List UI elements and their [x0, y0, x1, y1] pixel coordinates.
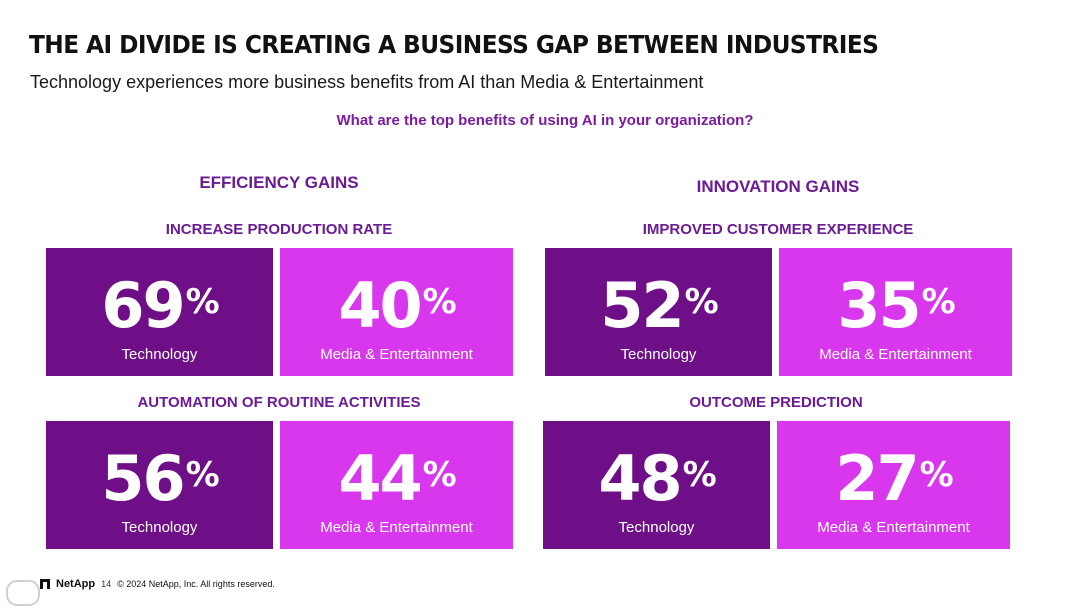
watermark-mark	[6, 580, 40, 606]
group-title-innovation: INNOVATION GAINS	[696, 177, 860, 196]
percentage: 48%	[598, 442, 716, 515]
card-label: Technology	[121, 519, 198, 536]
percentage: 35%	[837, 269, 955, 342]
card-label: Technology	[121, 346, 198, 363]
footer: NetApp 14 © 2024 NetApp, Inc. All rights…	[40, 578, 275, 590]
card-media-automation: 44% Media & Entertainment	[280, 421, 513, 549]
percentage: 69%	[101, 269, 219, 342]
card-technology-automation: 56% Technology	[46, 421, 273, 549]
card-technology-outcome-prediction: 48% Technology	[543, 421, 770, 549]
copyright: © 2024 NetApp, Inc. All rights reserved.	[117, 579, 275, 589]
survey-question: What are the top benefits of using AI in…	[336, 112, 754, 129]
card-label: Media & Entertainment	[817, 519, 970, 536]
card-technology-customer-experience: 52% Technology	[545, 248, 772, 376]
page-number: 14	[101, 579, 112, 589]
metric-title-customer-experience: IMPROVED CUSTOMER EXPERIENCE	[642, 221, 914, 238]
percentage: 40%	[338, 269, 456, 342]
metric-title-outcome-prediction: OUTCOME PREDICTION	[689, 394, 863, 411]
footer-logo-text: NetApp	[56, 578, 96, 590]
card-label: Media & Entertainment	[819, 346, 972, 363]
card-media-production-rate: 40% Media & Entertainment	[280, 248, 513, 376]
slide-title: THE AI DIVIDE IS CREATING A BUSINESS GAP…	[29, 30, 879, 59]
slide-subtitle: Technology experiences more business ben…	[30, 72, 704, 92]
card-media-outcome-prediction: 27% Media & Entertainment	[777, 421, 1010, 549]
percentage: 27%	[835, 442, 953, 515]
card-label: Technology	[618, 519, 695, 536]
metric-title-automation: AUTOMATION OF ROUTINE ACTIVITIES	[137, 394, 421, 411]
card-technology-production-rate: 69% Technology	[46, 248, 273, 376]
metric-title-production-rate: INCREASE PRODUCTION RATE	[165, 221, 393, 238]
group-title-efficiency: EFFICIENCY GAINS	[199, 173, 359, 192]
card-label: Media & Entertainment	[320, 346, 473, 363]
percentage: 56%	[101, 442, 219, 515]
percentage: 52%	[600, 269, 718, 342]
percentage: 44%	[338, 442, 456, 515]
netapp-logo-icon	[40, 579, 50, 589]
card-label: Media & Entertainment	[320, 519, 473, 536]
card-label: Technology	[620, 346, 697, 363]
card-media-customer-experience: 35% Media & Entertainment	[779, 248, 1012, 376]
